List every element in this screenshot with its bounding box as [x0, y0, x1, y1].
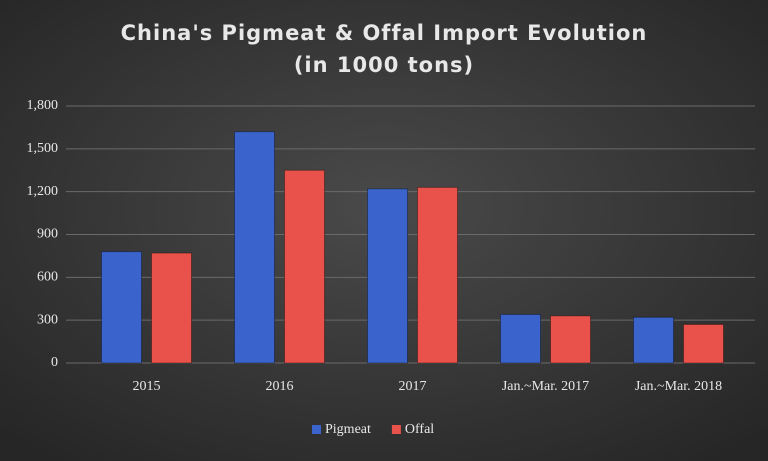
x-tick-label: 2015 [133, 379, 161, 394]
x-tick-label: 2016 [266, 379, 294, 394]
bar [367, 188, 408, 364]
bar [500, 313, 541, 364]
legend-label: Offal [405, 422, 434, 437]
bar [284, 169, 325, 364]
chart-title: China's Pigmeat & Offal Import Evolution [121, 21, 648, 45]
x-tick-label: Jan.~Mar. 2018 [635, 379, 722, 394]
y-tick-label: 1,500 [27, 141, 59, 156]
bar [633, 316, 674, 364]
y-tick-label: 600 [37, 270, 58, 285]
y-tick-label: 300 [37, 312, 58, 327]
legend-swatch [391, 425, 401, 434]
x-tick-label: Jan.~Mar. 2017 [502, 379, 589, 394]
x-tick-label: 2017 [399, 379, 427, 394]
bar [151, 252, 192, 364]
bar [683, 323, 724, 364]
y-tick-label: 1,200 [27, 184, 59, 199]
y-tick-label: 1,800 [27, 98, 59, 113]
y-tick-label: 0 [51, 355, 58, 370]
bar [550, 315, 591, 364]
bar [417, 186, 458, 364]
chart-subtitle: (in 1000 tons) [294, 53, 474, 77]
legend-label: Pigmeat [325, 422, 371, 437]
bar [234, 131, 275, 364]
legend-swatch [312, 425, 321, 434]
bar [101, 251, 142, 364]
y-tick-label: 900 [37, 227, 58, 242]
